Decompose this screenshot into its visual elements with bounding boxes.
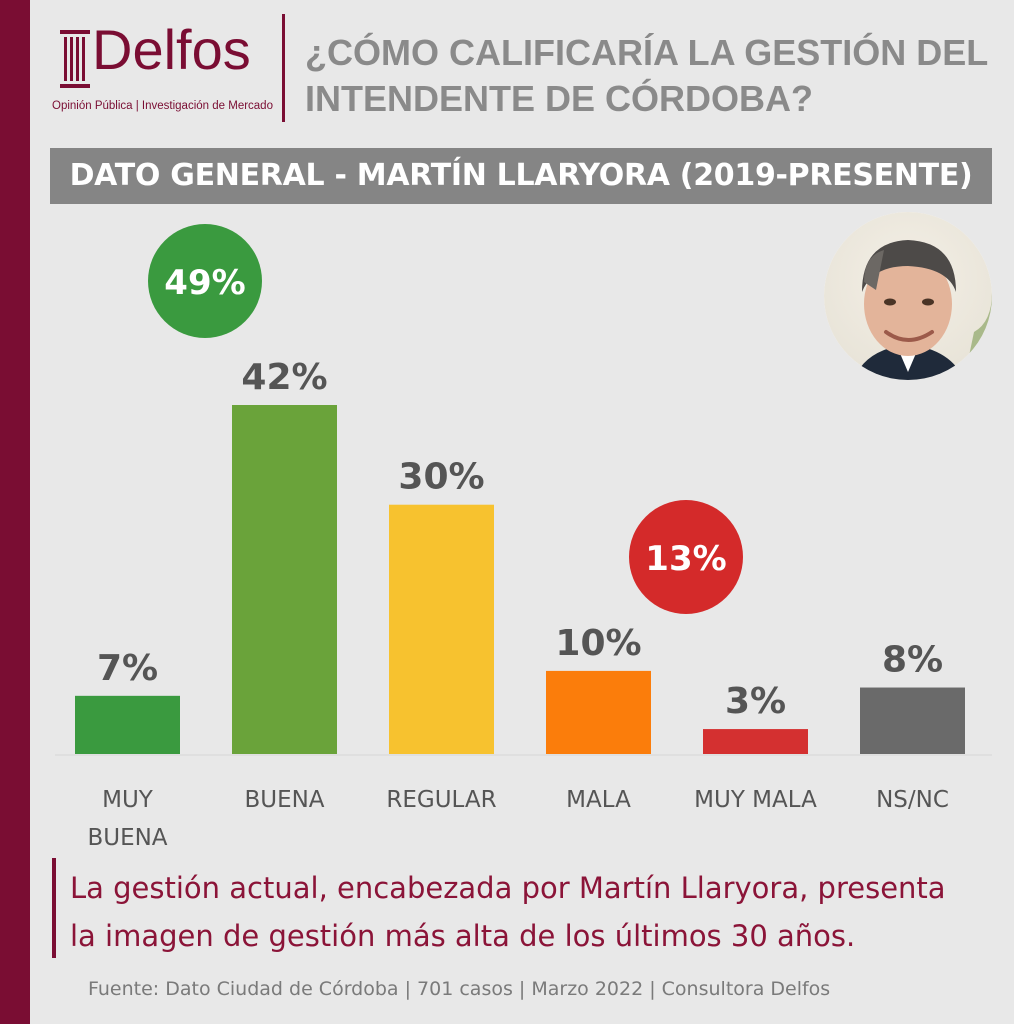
header-divider — [282, 14, 285, 122]
aggregate-label: 13% — [645, 539, 726, 579]
bar-regular — [389, 504, 494, 754]
category-label: MALA — [566, 787, 631, 813]
bar-value-label: 8% — [882, 640, 943, 681]
category-label: MUY — [102, 787, 154, 813]
category-label: BUENA — [244, 787, 324, 813]
category-label: REGULAR — [386, 787, 496, 813]
source-footer: Fuente: Dato Ciudad de Córdoba | 701 cas… — [88, 978, 831, 1000]
brand-tagline: Opinión Pública | Investigación de Merca… — [52, 100, 273, 112]
bar-value-label: 42% — [241, 357, 327, 398]
aggregate-bubble — [629, 500, 743, 614]
bar-value-label: 3% — [725, 681, 786, 722]
brand-name: Delfos — [92, 18, 251, 81]
bar-value-label: 10% — [555, 623, 641, 664]
category-label: BUENA — [87, 825, 167, 851]
bar-ns-nc — [860, 687, 965, 754]
bar-buena — [232, 405, 337, 754]
aggregate-bubble — [148, 224, 262, 338]
bar-muy-buena — [75, 695, 180, 754]
column-icon — [60, 30, 90, 88]
note-accent-bar — [52, 858, 56, 958]
bar-value-label: 7% — [97, 648, 158, 689]
delfos-logo: Delfos Opinión Pública | Investigación d… — [52, 18, 273, 116]
conclusion-note: La gestión actual, encabezada por Martín… — [70, 871, 946, 953]
bar-value-label: 30% — [398, 457, 484, 498]
bar-muy-mala — [703, 729, 808, 754]
survey-question: ¿CÓMO CALIFICARÍA LA GESTIÓN DEL INTENDE… — [305, 32, 989, 119]
category-label: MUY MALA — [694, 787, 817, 813]
category-label: NS/NC — [876, 787, 949, 813]
aggregate-label: 49% — [164, 263, 245, 303]
bar-mala — [546, 670, 651, 754]
brand-stripe — [0, 0, 30, 1024]
section-banner: DATO GENERAL - MARTÍN LLARYORA (2019-PRE… — [50, 148, 992, 204]
